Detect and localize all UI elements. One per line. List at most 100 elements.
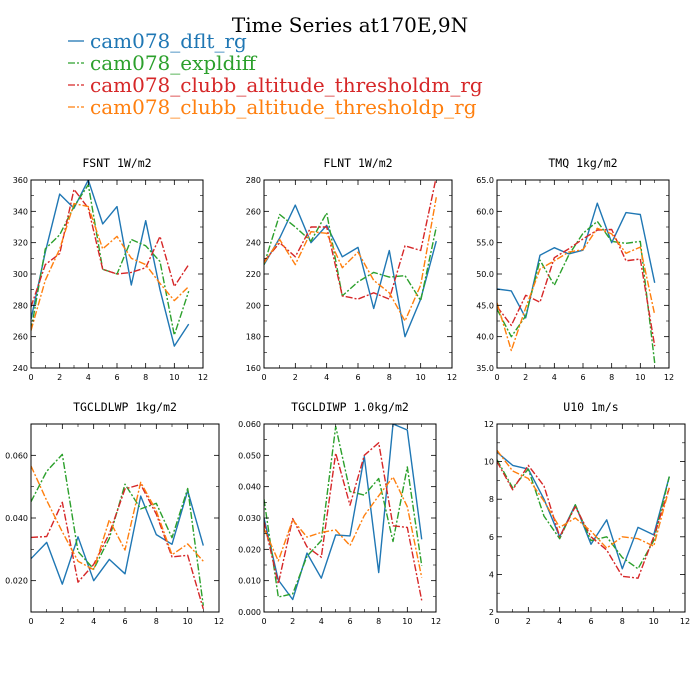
series-line [497,459,670,570]
series-line [31,483,204,610]
figure-title: Time Series at170E,9N [232,13,468,37]
panel: TGCLDLWP 1kg/m2 0 2 4 6 8 10 12 0.020 0.040 0.060 [5,400,224,626]
y-tick-label: 0.010 [238,577,261,586]
x-tick-label: 2 [526,617,531,626]
x-tick-label: 6 [588,617,593,626]
series-group [264,180,437,338]
x-tick-label: 12 [680,617,690,626]
x-tick-label: 10 [416,373,426,382]
panel: TGCLDIWP 1.0kg/m2 0 2 4 6 8 10 12 0.000 0.010 0.02… [238,400,441,626]
legend: cam078_dflt_rgcam078_expldiffcam078_club… [68,29,483,119]
y-tick-label: 35.0 [476,364,494,373]
legend-item: cam078_clubb_altitude_thresholdm_rg [68,73,483,97]
x-tick-label: 0 [261,617,266,626]
x-tick-label: 4 [552,373,557,382]
x-tick-label: 10 [649,617,659,626]
x-tick-label: 2 [293,373,298,382]
y-tick-label: 55.0 [476,239,494,248]
y-tick-label: 8 [489,495,494,504]
y-tick-label: 220 [246,270,261,279]
x-tick-label: 12 [198,373,208,382]
series-line [264,476,423,578]
y-tick-label: 4 [489,570,494,579]
series-line [31,188,190,308]
series-line [497,227,656,352]
series-line [497,449,670,549]
x-tick-label: 8 [143,373,148,382]
legend-item: cam078_clubb_altitude_thresholdp_rg [68,95,477,119]
x-tick-label: 6 [347,617,352,626]
y-tick-label: 0.030 [238,514,261,523]
y-tick-label: 40.0 [476,333,494,342]
x-tick-label: 0 [261,373,266,382]
x-tick-label: 2 [523,373,528,382]
series-group [31,453,204,610]
series-line [264,180,437,300]
x-tick-label: 4 [319,617,324,626]
panels: FSNT 1W/m20 2 4 6 8 10 12240260280300320340360… [5,156,690,626]
series-line [264,424,423,601]
x-tick-label: 12 [664,373,674,382]
y-tick-label: 200 [246,301,261,310]
x-tick-label: 0 [28,617,33,626]
series-line [31,202,190,331]
y-tick-label: 240 [13,364,28,373]
y-tick-label: 60.0 [476,207,494,216]
series-line [31,453,204,606]
panel-title: TGCLDIWP 1.0kg/m2 [291,400,409,414]
legend-item: cam078_expldiff [68,51,258,75]
y-tick-label: 240 [246,239,261,248]
series-line [264,425,423,598]
legend-item: cam078_dflt_rg [68,29,247,53]
series-group [497,202,656,364]
y-tick-label: 6 [489,533,494,542]
series-line [264,197,437,322]
x-tick-label: 10 [183,617,193,626]
series-line [31,490,204,585]
x-tick-label: 10 [635,373,645,382]
y-tick-label: 320 [13,239,28,248]
y-tick-label: 260 [246,207,261,216]
y-tick-label: 65.0 [476,176,494,185]
x-tick-label: 2 [57,373,62,382]
x-tick-label: 2 [290,617,295,626]
series-line [264,204,437,338]
x-tick-label: 12 [214,617,224,626]
x-tick-label: 8 [609,373,614,382]
series-line [31,183,190,336]
series-line [497,220,656,364]
y-tick-label: 360 [13,176,28,185]
series-group [497,449,670,579]
y-tick-label: 45.0 [476,301,494,310]
y-tick-label: 2 [489,608,494,617]
x-tick-label: 0 [494,617,499,626]
y-tick-label: 260 [13,333,28,342]
x-tick-label: 6 [580,373,585,382]
x-tick-label: 4 [91,617,96,626]
legend-label: cam078_clubb_altitude_thresholdp_rg [90,95,477,119]
y-tick-label: 0.040 [5,514,28,523]
x-tick-label: 6 [355,373,360,382]
x-tick-label: 4 [324,373,329,382]
y-tick-label: 180 [246,333,261,342]
x-tick-label: 10 [402,617,412,626]
series-line [264,212,437,302]
y-tick-label: 12 [484,420,494,429]
panel-title: U10 1m/s [563,400,618,414]
y-tick-label: 0.060 [238,420,261,429]
x-tick-label: 6 [114,373,119,382]
x-tick-label: 8 [620,617,625,626]
legend-label: cam078_clubb_altitude_thresholdm_rg [90,73,483,97]
series-group [31,180,190,347]
y-tick-label: 0.020 [238,545,261,554]
x-tick-label: 12 [447,373,457,382]
legend-label: cam078_dflt_rg [90,29,247,53]
x-tick-label: 0 [494,373,499,382]
panel: FSNT 1W/m2 0 2 4 6 8 10 12 240 260 280 300 320 340 360 [13,156,208,382]
legend-label: cam078_expldiff [90,51,258,75]
x-tick-label: 0 [28,373,33,382]
x-tick-label: 10 [169,373,179,382]
y-tick-label: 0.000 [238,608,261,617]
